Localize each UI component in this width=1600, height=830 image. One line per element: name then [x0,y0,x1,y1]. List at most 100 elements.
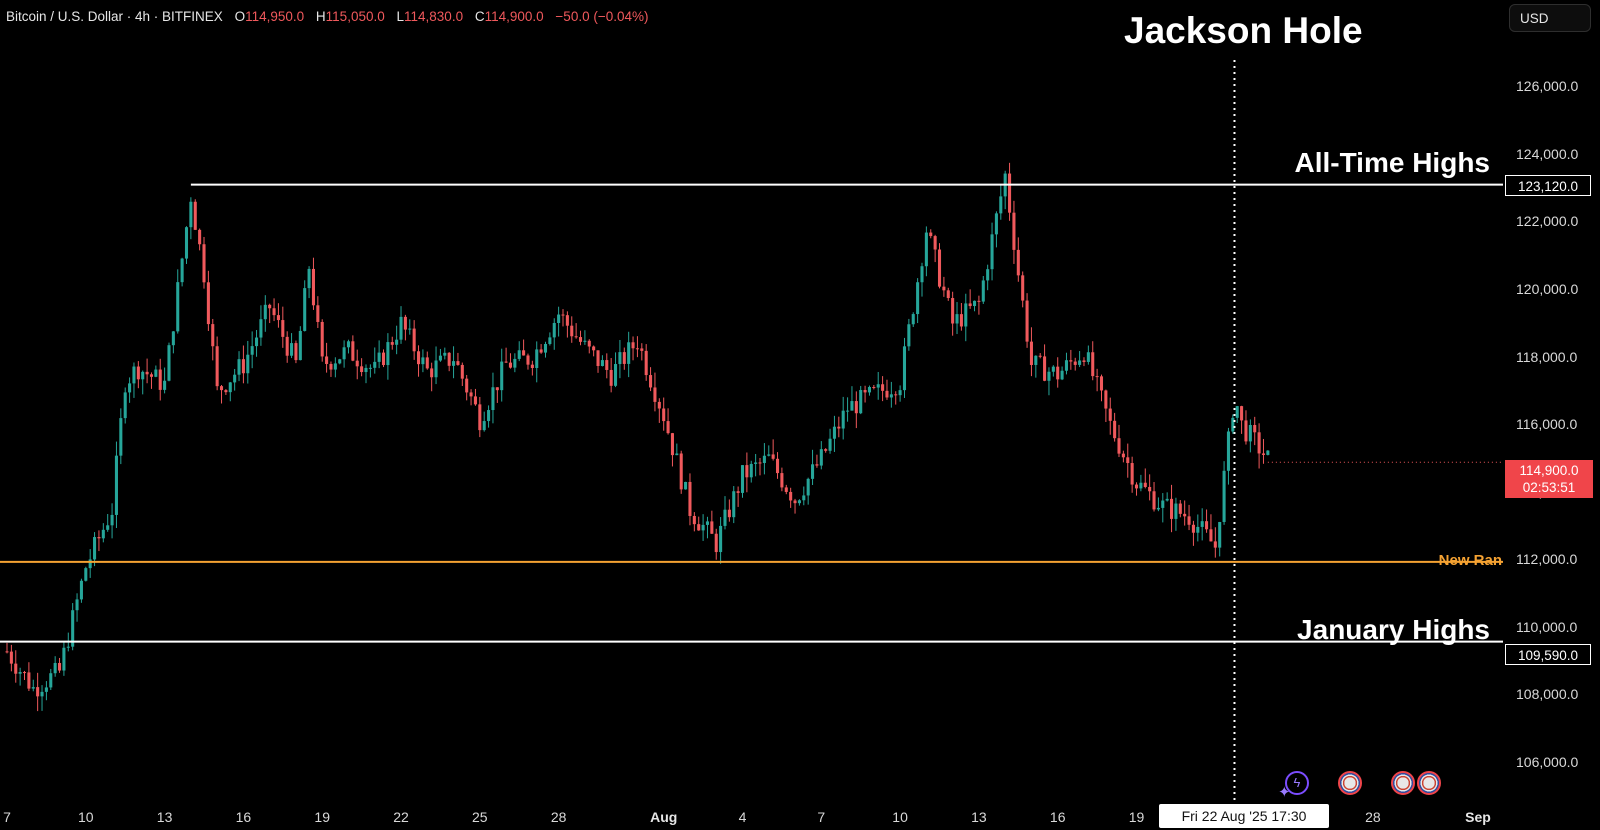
sparkle-icon: ✦ [1278,784,1291,801]
candle-body [697,524,701,531]
candle-body [513,358,517,368]
candle-body [93,537,97,560]
time-tick-label: 19 [1128,809,1145,825]
candle-body [311,268,315,306]
candle-body [1218,521,1222,548]
candle-body [40,691,44,697]
time-tick-label: 28 [1365,809,1381,825]
price-tick-label: 124,000.0 [1516,145,1579,162]
candle-body [316,305,320,322]
candle-body [1139,482,1143,489]
candle-body [937,249,942,287]
us-flag-event-icon[interactable] [1391,771,1415,795]
candle-body [184,227,189,259]
candle-body [31,687,35,689]
candle-body [1038,355,1042,357]
candle-body [587,340,591,347]
us-flag-event-icon[interactable] [1338,771,1362,795]
candle-body [246,354,250,374]
candle-body [346,341,351,348]
candle-body [1187,516,1191,525]
candle-body [101,529,105,539]
currency-button[interactable]: USD [1509,4,1591,32]
candle-body [920,266,924,283]
candle-body [71,610,75,647]
candle-body [881,384,885,391]
candle-body [574,336,578,338]
candle-body [1253,425,1257,433]
candle-body [224,390,228,393]
candle-body [465,378,469,393]
candle-body [1099,376,1104,391]
candle-body [955,314,959,324]
candle-body [548,337,552,344]
candle-body [447,352,451,366]
candle-body [438,355,442,361]
candle-body [789,491,793,501]
candle-body [951,298,955,324]
candle-body [1183,513,1187,517]
candle-body [97,537,101,539]
candle-body [933,236,937,250]
candle-body [1051,366,1055,372]
time-tick-label: 22 [393,809,409,825]
levels-layer [0,60,1503,805]
candle-body [22,672,27,674]
price-tick-label: 118,000.0 [1516,348,1578,365]
low-label: L [396,9,405,24]
candle-body [539,349,543,353]
candle-body [1261,453,1266,455]
candle-body [329,363,333,370]
ath-price-tag: 123,120.0 [1505,175,1591,196]
candle-body [9,651,13,664]
candle-body [780,473,784,488]
candle-body [946,290,950,299]
candle-body [973,300,977,307]
candle-body [815,464,819,466]
candle-body [1034,355,1038,365]
candle-body [670,433,674,456]
candle-body [403,316,407,330]
candle-body [460,364,464,379]
candle-body [876,384,880,388]
candle-body [263,304,267,320]
candle-body [211,324,215,347]
candle-body [990,234,994,270]
candle-body [1248,425,1252,442]
candle-body [570,325,574,337]
candle-body [968,303,972,307]
bar-countdown: 02:53:51 [1522,480,1576,495]
candle-body [123,392,127,419]
candle-body [894,394,898,396]
candle-body [386,342,390,366]
time-tick-label: 16 [1049,809,1066,825]
bolt-event-icon[interactable]: ϟ [1285,771,1309,795]
candle-body [49,673,53,688]
symbol-legend[interactable]: Bitcoin / U.S. Dollar · 4h · BITFINEX O1… [6,9,649,24]
candle-body [977,300,981,302]
candle-body [1152,491,1156,510]
candle-body [517,350,521,359]
candle-body [723,509,727,526]
candle-body [149,374,154,377]
candle-body [1025,300,1029,342]
candle-body [154,369,158,377]
candle-body [916,282,920,315]
us-flag-event-icon[interactable] [1417,771,1441,795]
candle-body [495,387,499,391]
candle-body [198,229,202,245]
candle-body [578,337,583,342]
candle-body [508,362,512,368]
candle-body [421,357,425,365]
candle-body [44,687,48,692]
candle-body [1060,370,1064,380]
candle-body [1222,470,1226,522]
candle-body [859,389,863,414]
time-tick-label: 28 [550,809,567,825]
candle-body [18,672,22,674]
candle-body [924,232,928,267]
candle-body [627,342,631,364]
candle-body [259,319,263,338]
candle-body [666,421,670,434]
